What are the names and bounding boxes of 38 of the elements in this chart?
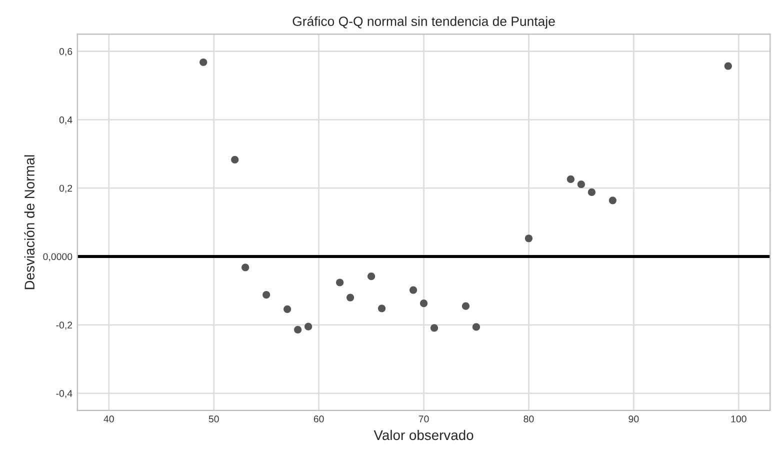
point [231, 156, 239, 164]
x-tick-label: 80 [524, 416, 534, 422]
point [346, 294, 354, 302]
x-tick-label: 40 [104, 416, 114, 422]
point [242, 264, 250, 272]
y-tick-label: -0,2 [56, 322, 72, 330]
point [200, 58, 208, 66]
point [420, 300, 428, 308]
point [367, 272, 376, 280]
y-tick-label: 0,6 [59, 48, 72, 56]
point [588, 188, 596, 196]
y-tick-label: 0,4 [59, 116, 72, 124]
x-tick-label: 50 [208, 416, 219, 422]
point [262, 291, 270, 299]
x-tick-label: 70 [418, 416, 429, 422]
point [336, 278, 344, 286]
y-tick-label: -0,4 [56, 390, 72, 398]
y-tick-label: 0,0000 [43, 253, 72, 262]
point [284, 305, 292, 313]
x-tick-label: 60 [314, 416, 324, 422]
point [608, 196, 616, 204]
x-tick-label: 100 [731, 416, 746, 422]
y-tick-label: 0,2 [59, 184, 72, 193]
point [472, 323, 480, 331]
point [577, 180, 586, 188]
point [462, 302, 470, 310]
point [409, 286, 418, 294]
x-axis-title: Valor observado [374, 430, 474, 440]
point [566, 175, 575, 184]
point [294, 326, 302, 334]
x-tick-label: 90 [628, 416, 639, 422]
chart-title: Gráfico Q-Q normal sin tendencia de Puntaje [292, 16, 555, 29]
point [524, 234, 533, 242]
point [724, 62, 732, 70]
point [378, 304, 386, 312]
point [304, 322, 312, 330]
point [430, 324, 438, 332]
y-axis-title: Desviación de Normal [24, 155, 35, 290]
